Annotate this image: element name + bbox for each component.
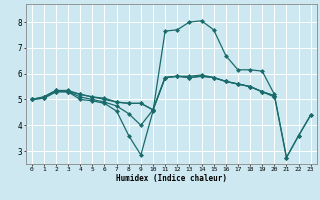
X-axis label: Humidex (Indice chaleur): Humidex (Indice chaleur) bbox=[116, 174, 227, 183]
